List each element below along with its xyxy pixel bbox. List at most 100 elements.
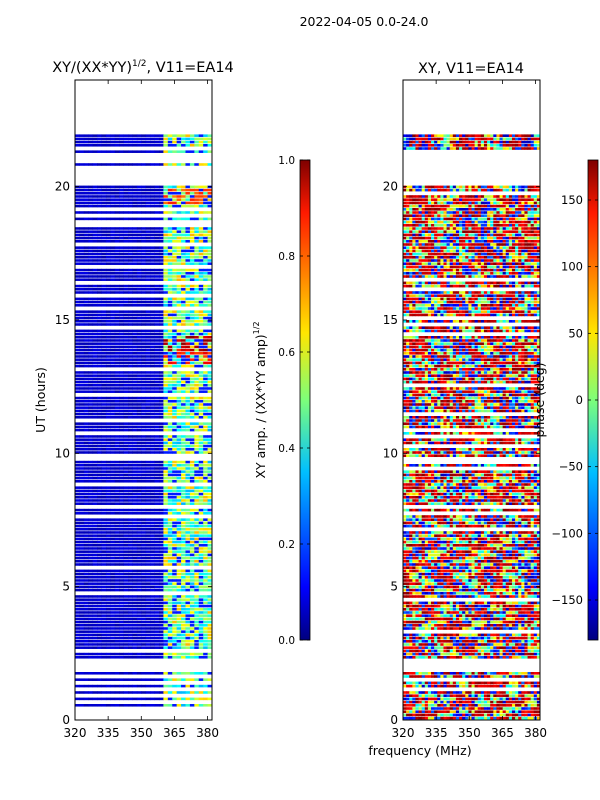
- left-heat-cell: [207, 646, 212, 649]
- left-heat-cell: [207, 140, 212, 144]
- right-heat-cell: [524, 694, 528, 698]
- left-heat-cell: [105, 438, 111, 441]
- left-heat-cell: [75, 678, 80, 681]
- left-heat-cell: [136, 672, 142, 675]
- left-heat-cell: [172, 400, 178, 403]
- left-heat-cell: [176, 406, 182, 409]
- left-heat-cell: [79, 192, 85, 195]
- left-heat-cell: [110, 521, 116, 525]
- left-heat-cell: [150, 531, 155, 534]
- left-heat-cell: [123, 406, 129, 409]
- left-heat-cell: [158, 601, 164, 605]
- left-heat-cell: [75, 684, 80, 688]
- left-heat-cell: [97, 217, 102, 221]
- right-heat-cell: [412, 704, 416, 707]
- left-heat-cell: [189, 291, 195, 294]
- left-heat-cell: [158, 652, 164, 656]
- left-heat-cell: [176, 150, 182, 153]
- right-heat-cell: [508, 691, 513, 694]
- left-heat-cell: [185, 313, 191, 317]
- left-heat-cell: [110, 140, 116, 144]
- left-heat-cell: [145, 697, 151, 701]
- left-heat-cell: [114, 236, 120, 240]
- left-heat-cell: [189, 598, 195, 601]
- left-heat-cell: [176, 656, 182, 659]
- left-heat-cell: [83, 342, 89, 345]
- left-heat-cell: [105, 598, 111, 601]
- left-heat-cell: [75, 489, 80, 493]
- left-heat-cell: [145, 460, 151, 464]
- left-heat-cell: [114, 585, 120, 589]
- left-heat-cell: [150, 425, 155, 429]
- left-heat-cell: [154, 508, 160, 512]
- left-heat-cell: [79, 678, 85, 681]
- left-heat-cell: [83, 316, 89, 320]
- left-heat-cell: [172, 339, 178, 342]
- left-heat-cell: [150, 422, 155, 425]
- left-heat-cell: [194, 348, 200, 352]
- left-heat-cell: [150, 336, 155, 339]
- left-heat-cell: [88, 249, 94, 253]
- left-heat-cell: [88, 291, 94, 294]
- right-heat-cell: [431, 697, 435, 701]
- left-heat-cell: [194, 188, 200, 192]
- left-heat-cell: [136, 550, 142, 553]
- left-heat-cell: [176, 444, 182, 448]
- left-heat-cell: [97, 275, 102, 278]
- left-heat-cell: [198, 636, 204, 640]
- left-heat-cell: [167, 604, 173, 608]
- left-heat-cell: [136, 524, 142, 528]
- left-heat-cell: [203, 137, 208, 141]
- left-heat-cell: [101, 473, 107, 477]
- left-heat-cell: [88, 262, 94, 265]
- left-heat-cell: [207, 499, 212, 502]
- left-heat-cell: [194, 444, 200, 448]
- right-heat-cell: [493, 710, 497, 714]
- left-heat-cell: [83, 480, 89, 483]
- left-heat-cell: [123, 246, 129, 249]
- left-heat-cell: [97, 550, 102, 553]
- left-heat-cell: [79, 252, 85, 256]
- left-heat-cell: [83, 582, 89, 585]
- left-heat-cell: [145, 614, 151, 617]
- left-heat-cell: [132, 192, 138, 195]
- left-heat-cell: [172, 627, 178, 630]
- left-heat-cell: [203, 358, 208, 361]
- right-heat-cell: [446, 672, 451, 675]
- left-heat-cell: [181, 313, 186, 317]
- left-heat-cell: [123, 563, 129, 566]
- left-heat-cell: [189, 409, 195, 413]
- left-heat-cell: [88, 601, 94, 605]
- left-heat-cell: [119, 246, 125, 249]
- left-heat-cell: [79, 384, 85, 387]
- left-heat-cell: [176, 185, 182, 189]
- left-heat-cell: [119, 633, 125, 637]
- left-heat-cell: [163, 230, 169, 233]
- left-heat-cell: [189, 524, 195, 528]
- right-heat-cell: [440, 710, 444, 714]
- left-heat-cell: [136, 467, 142, 470]
- left-heat-cell: [207, 332, 212, 336]
- right-heat-cell: [499, 652, 504, 656]
- left-heat-cell: [203, 304, 208, 307]
- left-heat-cell: [154, 550, 160, 553]
- left-heat-cell: [128, 704, 133, 707]
- left-heat-cell: [114, 377, 120, 381]
- left-heat-cell: [154, 572, 160, 576]
- left-heat-cell: [132, 329, 138, 333]
- left-heat-cell: [185, 380, 191, 384]
- left-heat-cell: [92, 508, 98, 512]
- left-heat-cell: [198, 611, 204, 614]
- left-heat-cell: [198, 137, 204, 141]
- left-heat-cell: [123, 230, 129, 233]
- left-heat-cell: [167, 611, 173, 614]
- left-heat-cell: [114, 608, 120, 611]
- left-heat-cell: [123, 192, 129, 195]
- right-heat-cell: [421, 716, 426, 720]
- left-heat-cell: [203, 544, 208, 547]
- left-heat-cell: [83, 256, 89, 259]
- left-heat-cell: [132, 140, 138, 144]
- left-heat-cell: [83, 438, 89, 441]
- left-heat-cell: [97, 441, 102, 445]
- left-heat-cell: [136, 428, 142, 432]
